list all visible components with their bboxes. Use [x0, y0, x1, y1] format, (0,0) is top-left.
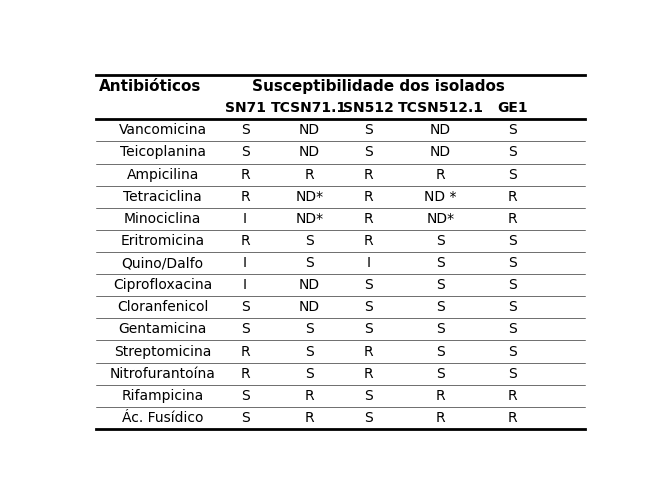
Text: Rifampicina: Rifampicina — [122, 389, 204, 403]
Text: ND*: ND* — [426, 212, 455, 226]
Text: Ampicilina: Ampicilina — [127, 168, 199, 182]
Text: I: I — [243, 256, 247, 270]
Text: R: R — [436, 389, 446, 403]
Text: R: R — [240, 367, 250, 380]
Text: R: R — [364, 367, 373, 380]
Text: Quino/Dalfo: Quino/Dalfo — [122, 256, 204, 270]
Text: ND: ND — [299, 300, 320, 314]
Text: S: S — [365, 389, 373, 403]
Text: Susceptibilidade dos isolados: Susceptibilidade dos isolados — [252, 79, 505, 94]
Text: I: I — [367, 256, 371, 270]
Text: R: R — [364, 212, 373, 226]
Text: TCSN71.1: TCSN71.1 — [272, 101, 347, 115]
Text: R: R — [436, 411, 446, 425]
Text: S: S — [365, 124, 373, 137]
Text: S: S — [509, 256, 517, 270]
Text: Nitrofurantoína: Nitrofurantoína — [110, 367, 216, 380]
Text: S: S — [305, 234, 314, 248]
Text: S: S — [436, 278, 445, 292]
Text: S: S — [436, 367, 445, 380]
Text: S: S — [241, 322, 250, 337]
Text: S: S — [305, 345, 314, 359]
Text: S: S — [436, 322, 445, 337]
Text: R: R — [305, 411, 314, 425]
Text: ND: ND — [299, 145, 320, 159]
Text: S: S — [436, 300, 445, 314]
Text: S: S — [509, 367, 517, 380]
Text: S: S — [365, 411, 373, 425]
Text: R: R — [364, 345, 373, 359]
Text: S: S — [509, 345, 517, 359]
Text: ND*: ND* — [295, 212, 323, 226]
Text: ND: ND — [430, 124, 452, 137]
Text: R: R — [240, 345, 250, 359]
Text: I: I — [243, 212, 247, 226]
Text: TCSN512.1: TCSN512.1 — [398, 101, 483, 115]
Text: R: R — [508, 190, 517, 204]
Text: R: R — [305, 168, 314, 182]
Text: S: S — [365, 322, 373, 337]
Text: R: R — [240, 190, 250, 204]
Text: S: S — [241, 124, 250, 137]
Text: S: S — [436, 345, 445, 359]
Text: S: S — [305, 367, 314, 380]
Text: ND*: ND* — [295, 190, 323, 204]
Text: R: R — [508, 411, 517, 425]
Text: Streptomicina: Streptomicina — [114, 345, 211, 359]
Text: S: S — [509, 234, 517, 248]
Text: S: S — [509, 124, 517, 137]
Text: R: R — [508, 389, 517, 403]
Text: S: S — [509, 278, 517, 292]
Text: R: R — [240, 168, 250, 182]
Text: Eritromicina: Eritromicina — [121, 234, 205, 248]
Text: R: R — [508, 212, 517, 226]
Text: ND: ND — [299, 278, 320, 292]
Text: S: S — [436, 234, 445, 248]
Text: Teicoplanina: Teicoplanina — [120, 145, 206, 159]
Text: S: S — [241, 300, 250, 314]
Text: I: I — [243, 278, 247, 292]
Text: SN512: SN512 — [343, 101, 394, 115]
Text: Tetraciclina: Tetraciclina — [124, 190, 202, 204]
Text: S: S — [241, 145, 250, 159]
Text: Gentamicina: Gentamicina — [119, 322, 207, 337]
Text: Ciprofloxacina: Ciprofloxacina — [113, 278, 212, 292]
Text: R: R — [364, 234, 373, 248]
Text: Antibióticos: Antibióticos — [98, 79, 201, 94]
Text: Minociclina: Minociclina — [124, 212, 201, 226]
Text: S: S — [241, 411, 250, 425]
Text: R: R — [436, 168, 446, 182]
Text: S: S — [509, 322, 517, 337]
Text: Vancomicina: Vancomicina — [119, 124, 207, 137]
Text: ND: ND — [299, 124, 320, 137]
Text: S: S — [305, 256, 314, 270]
Text: S: S — [509, 145, 517, 159]
Text: S: S — [305, 322, 314, 337]
Text: GE1: GE1 — [497, 101, 528, 115]
Text: S: S — [436, 256, 445, 270]
Text: R: R — [305, 389, 314, 403]
Text: S: S — [509, 300, 517, 314]
Text: R: R — [364, 190, 373, 204]
Text: Cloranfenicol: Cloranfenicol — [117, 300, 208, 314]
Text: R: R — [240, 234, 250, 248]
Text: S: S — [365, 300, 373, 314]
Text: S: S — [241, 389, 250, 403]
Text: ND *: ND * — [424, 190, 457, 204]
Text: S: S — [365, 278, 373, 292]
Text: R: R — [364, 168, 373, 182]
Text: Ác. Fusídico: Ác. Fusídico — [122, 411, 203, 425]
Text: S: S — [509, 168, 517, 182]
Text: ND: ND — [430, 145, 452, 159]
Text: SN71: SN71 — [224, 101, 266, 115]
Text: S: S — [365, 145, 373, 159]
